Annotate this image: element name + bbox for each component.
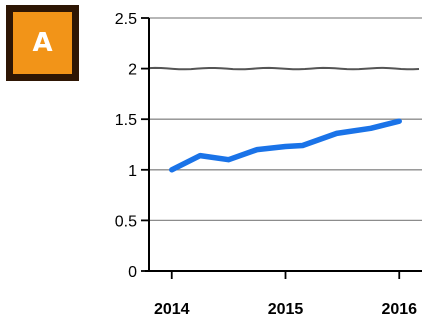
tick-labels: 0 0.5 1 1.5 2 2.5 2014 2015 2016	[115, 11, 417, 318]
y-tick-label-1: 0.5	[115, 213, 137, 230]
x-tick-label-0: 2014	[154, 301, 190, 318]
badge-letter: A	[32, 28, 53, 58]
y-tick-label-4: 2	[128, 62, 137, 79]
badge-a: A	[6, 5, 79, 81]
y-tick-label-3: 1.5	[115, 112, 137, 129]
x-tick-label-2: 2016	[381, 301, 417, 318]
reference-line	[148, 66, 420, 71]
series-line-0	[169, 118, 402, 173]
y-tick-label-0: 0	[128, 264, 137, 281]
axes	[141, 17, 422, 279]
reference-line-layer	[148, 66, 420, 71]
y-tick-label-5: 2.5	[115, 11, 137, 28]
y-tick-label-2: 1	[128, 163, 137, 180]
series-layer	[169, 118, 402, 173]
x-tick-label-1: 2015	[268, 301, 304, 318]
grid-lines	[149, 17, 422, 222]
